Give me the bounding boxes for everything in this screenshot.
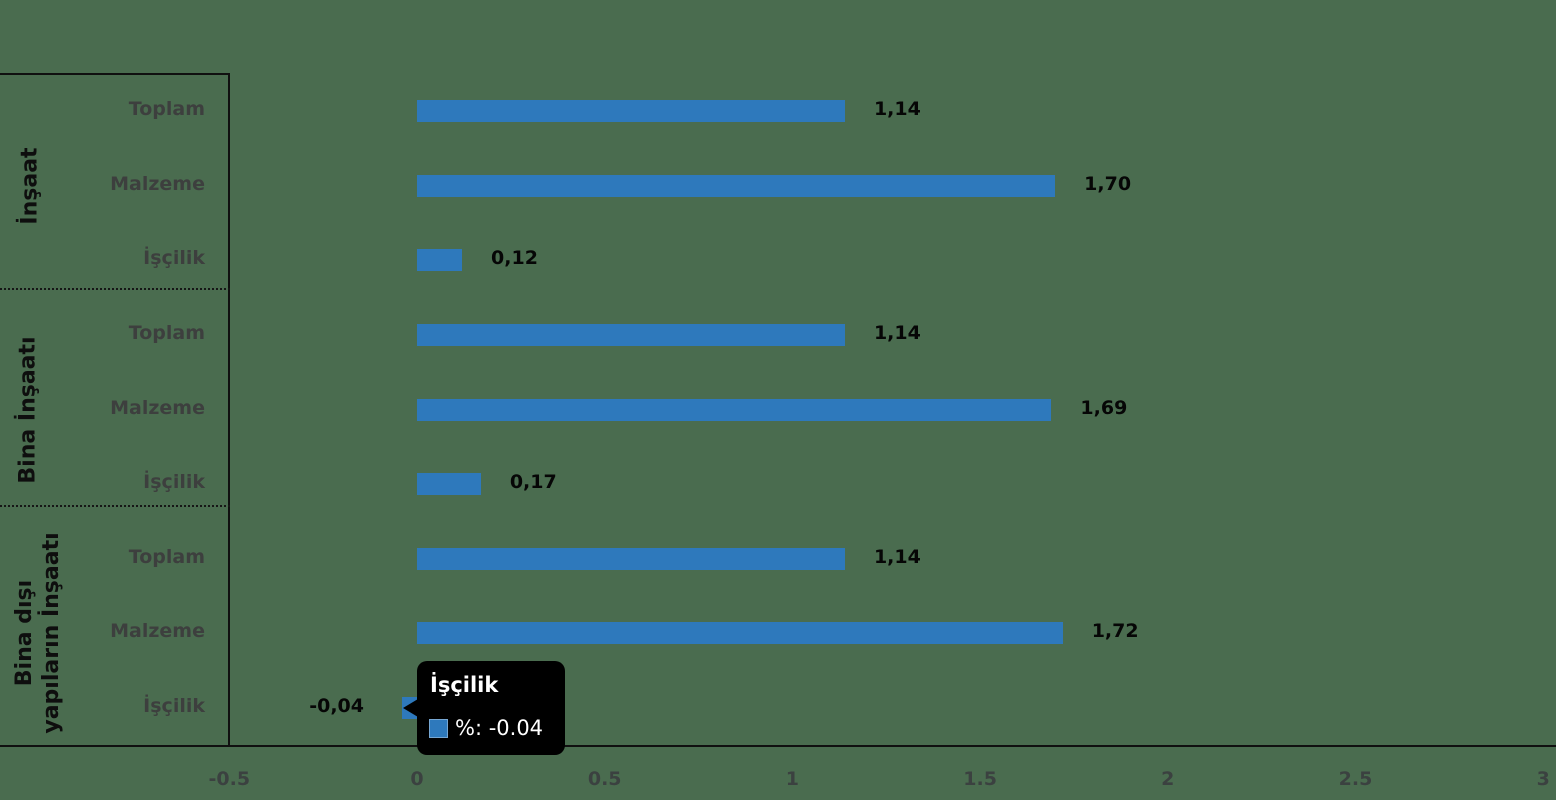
group-label: Bina İnşaatı [15,335,41,484]
x-tick-label: -0.5 [208,768,251,790]
tooltip-title: İşçilik [430,673,499,697]
category-label: Toplam [128,321,205,344]
category-label: Malzeme [110,396,205,419]
value-label: 1,14 [873,321,921,344]
panel-right-border [228,73,230,747]
value-label: 1,14 [873,98,921,121]
bar-toplam[interactable] [417,100,845,123]
value-label: 1,14 [873,545,921,568]
bar-malzeme[interactable] [417,622,1063,645]
bar-i̇şçilik[interactable] [417,473,481,496]
bar-toplam[interactable] [417,323,845,346]
group-label: Bina dışı yapıların İnşaatı [12,532,64,734]
x-tick-label: 2.5 [1338,768,1373,790]
value-label: 1,72 [1091,620,1139,643]
bar-malzeme[interactable] [417,174,1056,197]
group-label: İnşaat [17,147,43,225]
tooltip: İşçilik %: -0.04 [417,661,565,755]
bar-toplam[interactable] [417,547,845,570]
category-label: Malzeme [110,172,205,195]
bar-malzeme[interactable] [417,398,1052,421]
x-tick-label: 1.5 [963,768,997,790]
value-label: -0,04 [309,694,364,717]
x-tick-label: 3 [1536,768,1550,790]
value-label: 1,70 [1084,172,1132,195]
group-separator-2 [0,505,230,507]
x-tick-label: 0 [410,768,424,790]
series-swatch-icon [429,718,448,738]
value-label: 0,17 [509,471,557,494]
value-label: 1,69 [1080,396,1128,419]
category-label: İşçilik [143,694,205,717]
category-label: İşçilik [143,471,205,494]
tooltip-row: %: -0.04 [429,716,543,740]
value-label: 0,12 [491,247,538,270]
category-label: Malzeme [110,620,205,643]
tooltip-value: %: -0.04 [455,716,544,740]
mouse-cursor-icon [403,699,418,717]
bar-i̇şçilik[interactable] [417,249,463,272]
category-label: İşçilik [143,247,205,270]
x-tick-label: 0.5 [587,768,622,790]
category-label: Toplam [128,545,205,568]
category-label: Toplam [128,98,205,121]
group-separator-1 [0,288,230,290]
x-tick-label: 2 [1161,768,1175,790]
panel-top-border [0,73,230,75]
x-tick-label: 1 [785,768,800,790]
x-axis-line [0,745,1556,747]
